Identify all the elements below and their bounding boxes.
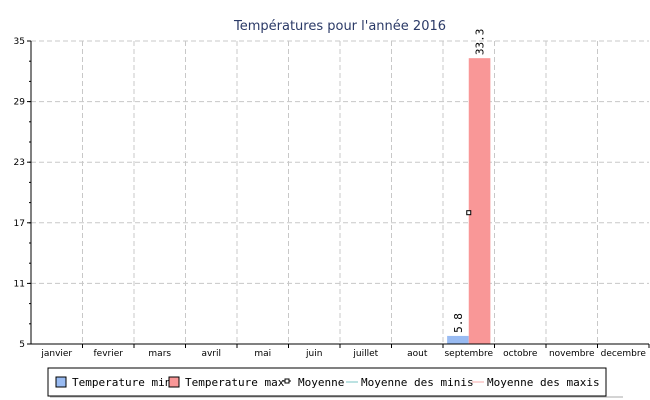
legend-moyenne-minis-label: Moyenne des minis xyxy=(361,376,474,389)
x-tick-label: septembre xyxy=(444,349,493,359)
bars xyxy=(447,58,491,345)
legend-box xyxy=(47,367,607,397)
x-tick-label: decembre xyxy=(601,349,647,359)
x-tick-label: avril xyxy=(201,349,221,359)
legend-temp-max-swatch xyxy=(168,376,180,388)
y-tick-label: 5 xyxy=(19,340,25,350)
legend: Temperature min Temperature max Moyenne Moy… xyxy=(47,367,623,398)
moyenne-marker xyxy=(466,210,472,216)
x-tick-label: fevrier xyxy=(94,349,124,359)
axes: 5 11 17 23 29 35 janvier fevrier mars avril mai jui… xyxy=(14,37,650,359)
bar-temperature-max xyxy=(468,58,491,345)
legend-moyenne-maxis-label: Moyenne des maxis xyxy=(487,376,600,389)
x-tick-label: juin xyxy=(305,349,322,359)
legend-temp-min-swatch xyxy=(55,376,67,388)
data-labels: 5.8 33.3 xyxy=(452,29,487,333)
x-tick-label: juillet xyxy=(352,349,378,359)
y-tick-label: 29 xyxy=(14,98,26,108)
data-label: 33.3 xyxy=(474,29,487,56)
y-tick-label: 35 xyxy=(14,37,25,47)
x-tick-label: novembre xyxy=(549,349,595,359)
x-tick-label: aout xyxy=(407,349,428,359)
x-tick-label: janvier xyxy=(40,349,72,359)
legend-moyenne-marker xyxy=(284,378,290,384)
markers xyxy=(466,210,472,216)
data-label: 5.8 xyxy=(452,313,465,333)
x-tick-label: octobre xyxy=(503,349,538,359)
grid xyxy=(31,40,649,344)
bar-temperature-min xyxy=(447,335,469,344)
x-tick-label: mars xyxy=(148,349,171,359)
chart-title: Températures pour l'année 2016 xyxy=(233,19,446,34)
legend-moyenne-label: Moyenne xyxy=(298,376,344,389)
legend-temp-min-label: Temperature min xyxy=(72,376,171,389)
legend-temp-max-label: Temperature max xyxy=(185,376,285,389)
y-tick-label: 11 xyxy=(14,279,25,289)
y-tick-label: 17 xyxy=(14,219,25,229)
x-tick-label: mai xyxy=(254,349,271,359)
y-tick-label: 23 xyxy=(14,158,25,168)
